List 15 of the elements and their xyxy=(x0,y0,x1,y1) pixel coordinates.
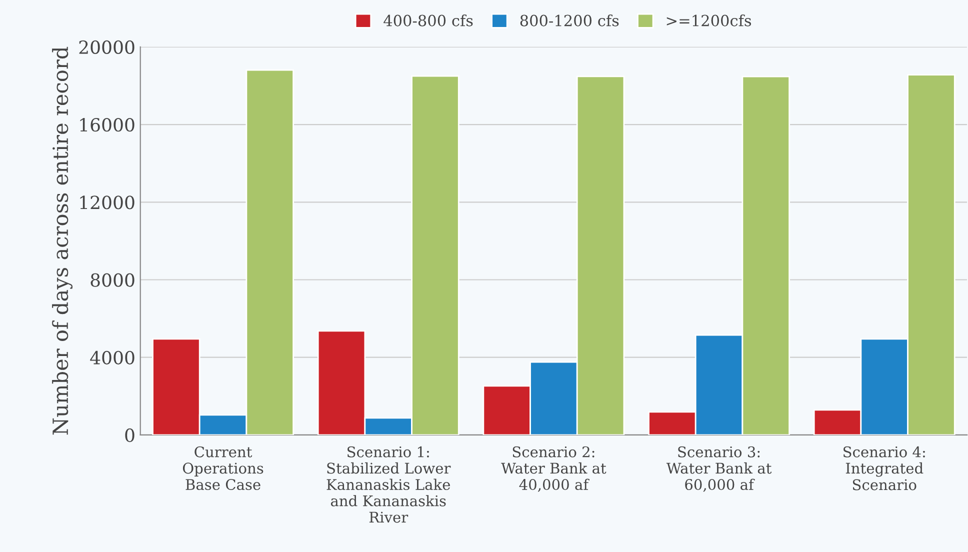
y-tick-label: 4000 xyxy=(90,350,134,364)
y-axis-title: Number of days across entire record xyxy=(52,46,73,435)
x-tick-label: Scenario 4: Integrated Scenario xyxy=(844,446,925,490)
x-tick-label: Scenario 3: Water Bank at 60,000 af xyxy=(666,446,772,492)
y-tick-label: 12000 xyxy=(80,196,134,210)
legend-label: 400-800 cfs xyxy=(384,14,473,26)
y-tick-label: 16000 xyxy=(80,118,134,132)
x-tick-label: Current Operations Base Case xyxy=(182,446,264,490)
y-tick-label: 0 xyxy=(125,428,134,442)
y-tick-label: 20000 xyxy=(79,40,134,54)
x-tick-label: Scenario 1: Stabilized Lower Kananaskis Lake and Kananaskis River xyxy=(326,446,451,523)
x-tick-label: Scenario 2: Water Bank at 40,000 af xyxy=(501,446,606,492)
legend-label: 800-1200 cfs xyxy=(520,14,619,26)
legend-label: >=1200cfs xyxy=(666,14,752,26)
y-tick-label: 8000 xyxy=(90,273,134,287)
